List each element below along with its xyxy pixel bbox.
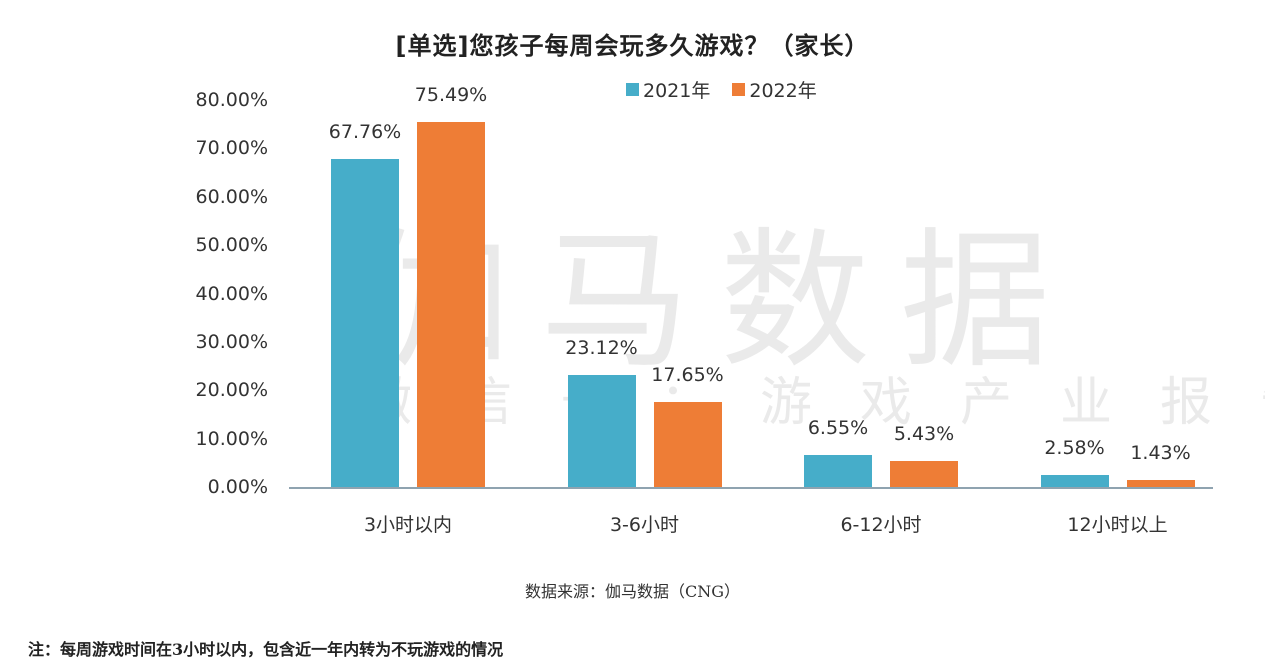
value-label: 75.49% <box>414 83 488 106</box>
legend-swatch-2021 <box>626 83 639 96</box>
bar-2021-1 <box>567 375 636 487</box>
bar-2022-0 <box>417 121 485 487</box>
y-tick-label: 50.00% <box>195 234 268 257</box>
value-label: 67.76% <box>328 121 402 144</box>
legend-swatch-2022 <box>732 83 746 96</box>
x-category-label: 3-6小时 <box>609 514 680 536</box>
x-axis-line <box>289 487 1213 489</box>
bar-2022-2 <box>890 460 958 487</box>
bar-2022-3 <box>1126 480 1195 487</box>
bar-2021-3 <box>1040 474 1109 487</box>
bar-2022-1 <box>653 401 722 487</box>
legend-item-2021: 2021年 <box>626 76 710 103</box>
legend-item-2022: 2022年 <box>732 76 817 103</box>
value-label: 1.43% <box>1130 442 1191 465</box>
y-tick-label: 0.00% <box>207 476 268 498</box>
value-label: 23.12% <box>565 337 638 360</box>
chart-title: [单选]您孩子每周会玩多久游戏？（家长） <box>395 32 870 60</box>
value-label: 17.65% <box>651 363 724 386</box>
x-category-label: 12小时以上 <box>1067 514 1168 536</box>
footnote: 注：每周游戏时间在3小时以内，包含近一年内转为不玩游戏的情况 <box>28 640 504 659</box>
y-tick-label: 10.00% <box>195 427 268 450</box>
value-label: 6.55% <box>807 417 869 440</box>
bar-2021-2 <box>804 455 872 487</box>
y-tick-label: 80.00% <box>195 89 268 111</box>
value-label: 2.58% <box>1044 436 1105 459</box>
legend-label-2022: 2022年 <box>749 80 817 102</box>
value-label: 5.43% <box>893 422 955 445</box>
y-tick-label: 40.00% <box>195 282 268 305</box>
y-tick-label: 20.00% <box>195 379 268 402</box>
legend: 2021年 2022年 <box>626 76 817 103</box>
y-tick-label: 30.00% <box>195 330 268 353</box>
legend-label-2021: 2021年 <box>643 80 711 102</box>
x-category-label: 6-12小时 <box>840 514 922 536</box>
data-source: 数据来源：伽马数据（CNG） <box>524 582 741 601</box>
bar-2021-0 <box>331 159 399 487</box>
x-category-label: 3小时以内 <box>363 514 453 536</box>
y-tick-label: 60.00% <box>195 185 268 208</box>
y-tick-label: 70.00% <box>195 137 268 160</box>
